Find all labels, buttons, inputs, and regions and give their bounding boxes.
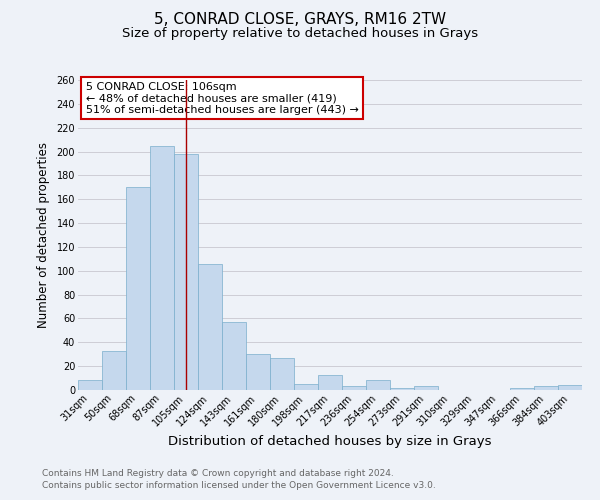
Bar xyxy=(558,385,582,390)
Bar xyxy=(342,386,366,390)
Text: Size of property relative to detached houses in Grays: Size of property relative to detached ho… xyxy=(122,28,478,40)
Bar xyxy=(318,374,342,390)
Bar xyxy=(414,386,438,390)
Text: 5 CONRAD CLOSE: 106sqm
← 48% of detached houses are smaller (419)
51% of semi-de: 5 CONRAD CLOSE: 106sqm ← 48% of detached… xyxy=(86,82,358,115)
Bar xyxy=(126,188,150,390)
Bar xyxy=(198,264,222,390)
Bar xyxy=(294,384,318,390)
Bar xyxy=(510,388,534,390)
Text: 5, CONRAD CLOSE, GRAYS, RM16 2TW: 5, CONRAD CLOSE, GRAYS, RM16 2TW xyxy=(154,12,446,28)
Bar xyxy=(366,380,390,390)
Text: Contains public sector information licensed under the Open Government Licence v3: Contains public sector information licen… xyxy=(42,481,436,490)
Bar xyxy=(246,354,270,390)
Bar xyxy=(102,350,126,390)
Bar xyxy=(534,386,558,390)
Bar xyxy=(222,322,246,390)
Text: Contains HM Land Registry data © Crown copyright and database right 2024.: Contains HM Land Registry data © Crown c… xyxy=(42,468,394,477)
Bar xyxy=(150,146,174,390)
X-axis label: Distribution of detached houses by size in Grays: Distribution of detached houses by size … xyxy=(168,434,492,448)
Bar xyxy=(390,388,414,390)
Bar xyxy=(174,154,198,390)
Bar xyxy=(78,380,102,390)
Y-axis label: Number of detached properties: Number of detached properties xyxy=(37,142,50,328)
Bar xyxy=(270,358,294,390)
